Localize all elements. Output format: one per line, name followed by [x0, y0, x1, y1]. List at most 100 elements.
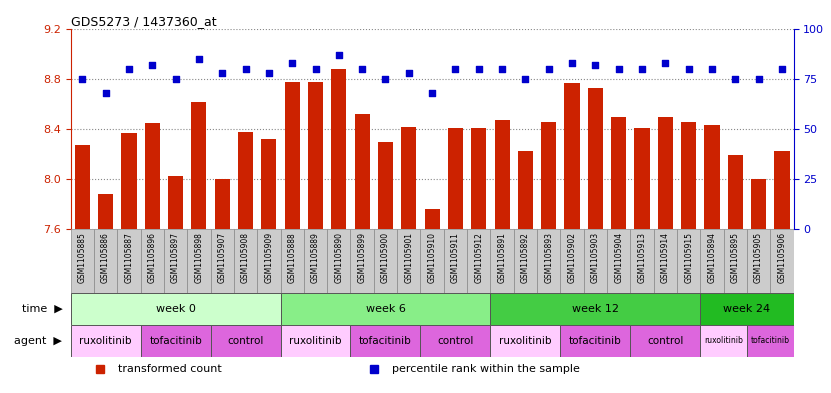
Bar: [448, 128, 463, 229]
Point: [356, 66, 369, 72]
Bar: [281, 325, 351, 357]
Point: [588, 62, 602, 68]
Text: GSM1105903: GSM1105903: [591, 232, 600, 283]
Bar: [214, 179, 230, 229]
Text: control: control: [647, 336, 684, 346]
Bar: [351, 325, 420, 357]
Bar: [518, 151, 533, 229]
Text: GSM1105906: GSM1105906: [778, 232, 786, 283]
Text: tofacitinib: tofacitinib: [359, 336, 412, 346]
Text: GSM1105907: GSM1105907: [218, 232, 227, 283]
Text: GSM1105915: GSM1105915: [684, 232, 693, 283]
Bar: [583, 229, 607, 293]
Point: [659, 60, 672, 66]
Bar: [401, 127, 416, 229]
Text: GSM1105888: GSM1105888: [288, 232, 297, 283]
Point: [379, 76, 392, 83]
Bar: [490, 293, 701, 325]
Text: GSM1105913: GSM1105913: [637, 232, 647, 283]
Bar: [425, 209, 440, 229]
Bar: [444, 229, 467, 293]
Point: [612, 66, 626, 72]
Text: ruxolitinib: ruxolitinib: [704, 336, 743, 345]
Bar: [728, 155, 743, 229]
Bar: [701, 325, 747, 357]
Point: [682, 66, 696, 72]
Bar: [490, 325, 560, 357]
Bar: [308, 82, 323, 229]
Bar: [145, 123, 160, 229]
Text: GSM1105895: GSM1105895: [730, 232, 740, 283]
Bar: [631, 325, 701, 357]
Bar: [607, 229, 631, 293]
Bar: [677, 229, 701, 293]
Point: [122, 66, 135, 72]
Bar: [234, 229, 258, 293]
Bar: [71, 325, 140, 357]
Text: control: control: [228, 336, 263, 346]
Bar: [654, 229, 677, 293]
Text: GSM1105892: GSM1105892: [521, 232, 530, 283]
Bar: [537, 229, 560, 293]
Bar: [471, 128, 486, 229]
Bar: [94, 229, 117, 293]
Bar: [117, 229, 140, 293]
Bar: [747, 229, 770, 293]
Text: week 12: week 12: [572, 304, 619, 314]
Bar: [75, 145, 90, 229]
Point: [215, 70, 229, 76]
Bar: [420, 325, 490, 357]
Bar: [261, 139, 277, 229]
Bar: [631, 229, 654, 293]
Point: [565, 60, 578, 66]
Bar: [164, 229, 187, 293]
Point: [449, 66, 462, 72]
Text: control: control: [437, 336, 474, 346]
Text: tofacitinib: tofacitinib: [150, 336, 202, 346]
Bar: [514, 229, 537, 293]
Bar: [541, 121, 556, 229]
Bar: [168, 176, 183, 229]
Bar: [281, 293, 490, 325]
Bar: [634, 128, 650, 229]
Bar: [121, 133, 136, 229]
Text: GSM1105899: GSM1105899: [357, 232, 366, 283]
Bar: [420, 229, 444, 293]
Bar: [351, 229, 374, 293]
Bar: [258, 229, 281, 293]
Bar: [332, 69, 347, 229]
Text: GSM1105896: GSM1105896: [148, 232, 157, 283]
Text: GSM1105901: GSM1105901: [405, 232, 413, 283]
Text: tofacitinib: tofacitinib: [750, 336, 789, 345]
Bar: [71, 293, 281, 325]
Text: GSM1105905: GSM1105905: [754, 232, 763, 283]
Text: percentile rank within the sample: percentile rank within the sample: [392, 364, 580, 375]
Text: agent  ▶: agent ▶: [14, 336, 62, 346]
Bar: [210, 325, 281, 357]
Bar: [774, 151, 789, 229]
Point: [402, 70, 416, 76]
Bar: [490, 229, 514, 293]
Point: [99, 90, 112, 96]
Bar: [724, 229, 747, 293]
Text: ruxolitinib: ruxolitinib: [80, 336, 132, 346]
Text: GSM1105898: GSM1105898: [194, 232, 204, 283]
Bar: [701, 293, 794, 325]
Text: GSM1105885: GSM1105885: [78, 232, 86, 283]
Bar: [284, 82, 300, 229]
Bar: [397, 229, 420, 293]
Point: [519, 76, 532, 83]
Text: transformed count: transformed count: [118, 364, 221, 375]
Bar: [611, 117, 627, 229]
Bar: [560, 325, 631, 357]
Text: GSM1105890: GSM1105890: [334, 232, 343, 283]
Bar: [355, 114, 370, 229]
Point: [309, 66, 322, 72]
Text: tofacitinib: tofacitinib: [569, 336, 622, 346]
Point: [729, 76, 742, 83]
Point: [425, 90, 439, 96]
Point: [472, 66, 485, 72]
Text: GSM1105902: GSM1105902: [568, 232, 577, 283]
Bar: [705, 125, 720, 229]
Point: [192, 56, 205, 62]
